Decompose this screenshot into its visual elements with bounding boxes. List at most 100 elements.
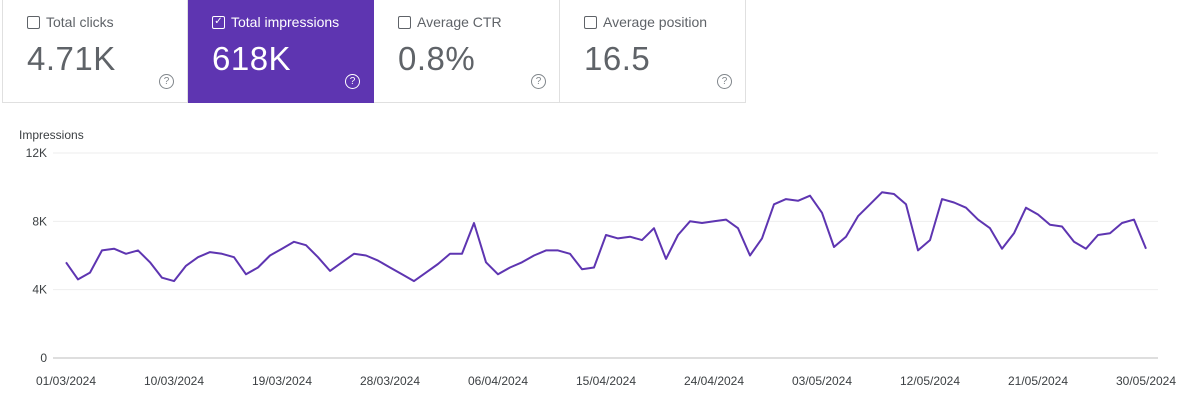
data-point[interactable] bbox=[736, 226, 740, 230]
data-point[interactable] bbox=[340, 260, 344, 264]
data-point[interactable] bbox=[1096, 233, 1100, 237]
data-point[interactable] bbox=[592, 265, 596, 269]
data-point[interactable] bbox=[520, 260, 524, 264]
data-point[interactable] bbox=[784, 197, 788, 201]
data-point[interactable] bbox=[100, 248, 104, 252]
data-point[interactable] bbox=[700, 221, 704, 225]
data-point[interactable] bbox=[220, 252, 224, 256]
help-icon[interactable]: ? bbox=[159, 74, 174, 89]
data-point[interactable] bbox=[856, 214, 860, 218]
data-point[interactable] bbox=[376, 259, 380, 263]
data-point[interactable] bbox=[868, 202, 872, 206]
data-point[interactable] bbox=[484, 260, 488, 264]
data-point[interactable] bbox=[940, 197, 944, 201]
data-point[interactable] bbox=[976, 218, 980, 222]
metric-card-total-impressions[interactable]: ✓ Total impressions 618K ? bbox=[188, 0, 374, 103]
data-point[interactable] bbox=[124, 252, 128, 256]
data-point[interactable] bbox=[136, 248, 140, 252]
data-point[interactable] bbox=[1000, 247, 1004, 251]
help-icon[interactable]: ? bbox=[717, 74, 732, 89]
data-point[interactable] bbox=[424, 271, 428, 275]
data-point[interactable] bbox=[352, 252, 356, 256]
data-point[interactable] bbox=[460, 252, 464, 256]
data-point[interactable] bbox=[568, 252, 572, 256]
data-point[interactable] bbox=[1060, 224, 1064, 228]
metric-card-total-clicks[interactable]: Total clicks 4.71K ? bbox=[2, 0, 188, 103]
data-point[interactable] bbox=[988, 226, 992, 230]
help-icon[interactable]: ? bbox=[345, 74, 360, 89]
data-point[interactable] bbox=[472, 221, 476, 225]
data-point[interactable] bbox=[808, 194, 812, 198]
metric-card-average-ctr[interactable]: Average CTR 0.8% ? bbox=[374, 0, 560, 103]
data-point[interactable] bbox=[1036, 213, 1040, 217]
data-point[interactable] bbox=[964, 206, 968, 210]
data-point[interactable] bbox=[388, 265, 392, 269]
data-point[interactable] bbox=[1108, 231, 1112, 235]
data-point[interactable] bbox=[892, 192, 896, 196]
data-point[interactable] bbox=[1084, 247, 1088, 251]
data-point[interactable] bbox=[772, 202, 776, 206]
checkmark-icon[interactable]: ✓ bbox=[212, 15, 225, 29]
data-point[interactable] bbox=[232, 255, 236, 259]
data-point[interactable] bbox=[1120, 221, 1124, 225]
data-point[interactable] bbox=[724, 218, 728, 222]
data-point[interactable] bbox=[652, 226, 656, 230]
data-point[interactable] bbox=[244, 272, 248, 276]
data-point[interactable] bbox=[76, 277, 80, 281]
data-point[interactable] bbox=[1012, 231, 1016, 235]
data-point[interactable] bbox=[448, 252, 452, 256]
data-point[interactable] bbox=[796, 199, 800, 203]
checkbox-unchecked-icon[interactable] bbox=[27, 15, 40, 29]
data-point[interactable] bbox=[640, 238, 644, 242]
data-point[interactable] bbox=[844, 235, 848, 239]
data-point[interactable] bbox=[172, 279, 176, 283]
data-point[interactable] bbox=[580, 267, 584, 271]
data-point[interactable] bbox=[316, 255, 320, 259]
data-point[interactable] bbox=[412, 279, 416, 283]
data-point[interactable] bbox=[1144, 247, 1148, 251]
data-point[interactable] bbox=[304, 243, 308, 247]
data-point[interactable] bbox=[112, 247, 116, 251]
data-point[interactable] bbox=[508, 265, 512, 269]
data-point[interactable] bbox=[148, 260, 152, 264]
data-point[interactable] bbox=[676, 233, 680, 237]
data-point[interactable] bbox=[928, 238, 932, 242]
checkbox-unchecked-icon[interactable] bbox=[584, 15, 597, 29]
data-point[interactable] bbox=[268, 254, 272, 258]
data-point[interactable] bbox=[952, 201, 956, 205]
data-point[interactable] bbox=[328, 269, 332, 273]
data-point[interactable] bbox=[1072, 240, 1076, 244]
data-point[interactable] bbox=[664, 257, 668, 261]
data-point[interactable] bbox=[184, 264, 188, 268]
data-point[interactable] bbox=[364, 254, 368, 258]
data-point[interactable] bbox=[280, 247, 284, 251]
checkbox-unchecked-icon[interactable] bbox=[398, 15, 411, 29]
metric-card-average-position[interactable]: Average position 16.5 ? bbox=[560, 0, 746, 103]
data-point[interactable] bbox=[604, 233, 608, 237]
data-point[interactable] bbox=[688, 219, 692, 223]
data-point[interactable] bbox=[544, 248, 548, 252]
data-point[interactable] bbox=[556, 248, 560, 252]
data-point[interactable] bbox=[208, 250, 212, 254]
data-point[interactable] bbox=[628, 235, 632, 239]
data-point[interactable] bbox=[916, 248, 920, 252]
data-point[interactable] bbox=[832, 245, 836, 249]
data-point[interactable] bbox=[160, 276, 164, 280]
data-point[interactable] bbox=[880, 190, 884, 194]
data-point[interactable] bbox=[616, 236, 620, 240]
data-point[interactable] bbox=[292, 240, 296, 244]
help-icon[interactable]: ? bbox=[531, 74, 546, 89]
data-point[interactable] bbox=[196, 255, 200, 259]
data-point[interactable] bbox=[760, 236, 764, 240]
data-point[interactable] bbox=[256, 265, 260, 269]
data-point[interactable] bbox=[436, 262, 440, 266]
data-point[interactable] bbox=[400, 272, 404, 276]
data-point[interactable] bbox=[64, 260, 68, 264]
data-point[interactable] bbox=[904, 202, 908, 206]
data-point[interactable] bbox=[1024, 206, 1028, 210]
data-point[interactable] bbox=[88, 271, 92, 275]
data-point[interactable] bbox=[712, 219, 716, 223]
data-point[interactable] bbox=[532, 254, 536, 258]
data-point[interactable] bbox=[1048, 223, 1052, 227]
data-point[interactable] bbox=[748, 254, 752, 258]
